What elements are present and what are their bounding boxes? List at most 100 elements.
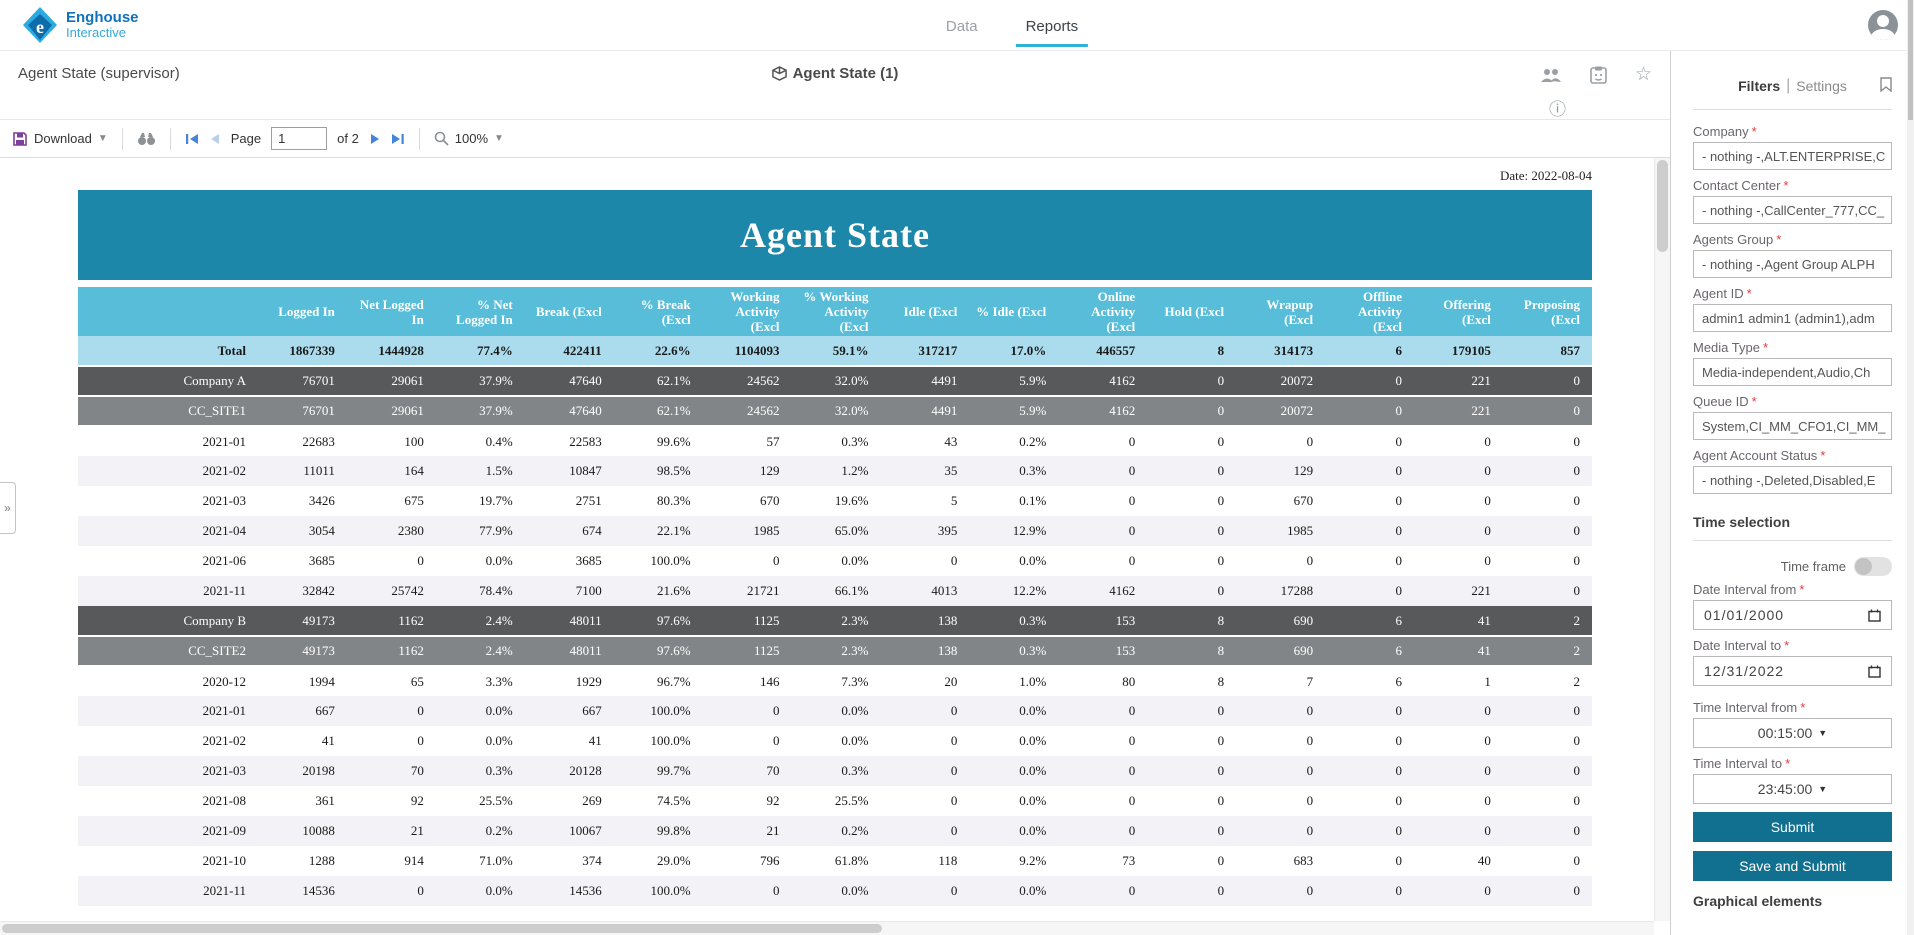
user-avatar-icon[interactable] bbox=[1868, 10, 1898, 40]
table-cell: 77.9% bbox=[435, 516, 525, 546]
table-cell: 667 bbox=[524, 696, 614, 726]
next-page-button[interactable] bbox=[369, 133, 381, 145]
company-input[interactable]: - nothing -,ALT.ENTERPRISE,C bbox=[1693, 142, 1892, 170]
table-cell: 37.9% bbox=[435, 366, 525, 397]
page-scrollbar[interactable] bbox=[1907, 0, 1914, 935]
collapse-filters-button[interactable] bbox=[1670, 463, 1671, 529]
table-cell: 20072 bbox=[1236, 366, 1326, 397]
date-from-input[interactable]: 01/01/2000 bbox=[1693, 600, 1892, 630]
time-from-select[interactable]: 00:15:00 ▼ bbox=[1693, 718, 1892, 748]
time-to-select[interactable]: 23:45:00 ▼ bbox=[1693, 774, 1892, 804]
row-label: Company B bbox=[78, 606, 258, 637]
previous-page-button[interactable] bbox=[209, 133, 221, 145]
table-cell: 0 bbox=[1484, 433, 1491, 449]
time-interval-to-field: Time Interval to * 23:45:00 ▼ bbox=[1693, 756, 1892, 804]
table-cell: 11011 bbox=[258, 456, 347, 486]
clipboard-icon[interactable] bbox=[1590, 66, 1607, 84]
filters-tab[interactable]: Filters bbox=[1738, 78, 1781, 94]
table-cell: 0.0% bbox=[435, 696, 525, 726]
table-cell: 129 bbox=[1236, 456, 1326, 486]
table-cell: 0 bbox=[1147, 756, 1237, 786]
table-row: CC_SITE1 76701 29061 37.9% 47640 62.1% 24562 32… bbox=[78, 396, 1592, 427]
table-row: 2021-08 361 92 25.5% 269 74.5% 92 25.5% 0 0.0% 0 0 0… bbox=[78, 786, 1592, 816]
last-page-button[interactable] bbox=[391, 133, 405, 145]
table-cell: 97.6% bbox=[613, 606, 703, 637]
main-tabs: Data Reports bbox=[940, 0, 1088, 51]
agent-id-input[interactable]: admin1 admin1 (admin1),adm bbox=[1693, 304, 1892, 332]
table-cell: 41 bbox=[321, 733, 335, 748]
table-cell: 138 bbox=[880, 606, 970, 637]
report-horizontal-scrollbar[interactable] bbox=[0, 921, 1654, 935]
submit-button[interactable]: Submit bbox=[1693, 812, 1892, 842]
report-vertical-scrollbar[interactable] bbox=[1654, 158, 1670, 921]
report-date: Date: 2022-08-04 bbox=[1499, 168, 1592, 183]
contact-center-input[interactable]: - nothing -,CallCenter_777,CC_ bbox=[1693, 196, 1892, 224]
info-icon[interactable]: ⓘ bbox=[1549, 100, 1566, 119]
table-cell: 0 bbox=[1484, 553, 1491, 568]
table-cell: 0 bbox=[950, 553, 958, 568]
download-button[interactable]: Download ▼ bbox=[12, 131, 108, 147]
table-cell: 0 bbox=[1236, 876, 1326, 906]
field-label: Date Interval from * bbox=[1693, 582, 1805, 597]
agent-account-status-input[interactable]: - nothing -,Deleted,Disabled,E bbox=[1693, 466, 1892, 494]
table-cell: 0 bbox=[880, 816, 970, 846]
table-cell: 0 bbox=[1395, 793, 1402, 808]
tab-data[interactable]: Data bbox=[945, 18, 978, 35]
agents-group-input[interactable]: - nothing -,Agent Group ALPH bbox=[1693, 250, 1892, 278]
table-cell: 100.0% bbox=[650, 733, 691, 748]
scrollbar-thumb[interactable] bbox=[1657, 160, 1668, 252]
table-cell: 146 bbox=[760, 673, 780, 689]
row-label: Company A bbox=[78, 366, 258, 397]
table-cell: 32.0% bbox=[791, 366, 881, 397]
table-cell: 1162 bbox=[346, 606, 436, 637]
table-cell: 0 bbox=[1502, 516, 1592, 546]
table-cell: 446557 bbox=[1058, 336, 1148, 367]
zoom-control[interactable]: 100% ▼ bbox=[434, 131, 504, 146]
table-cell: 796 bbox=[760, 853, 780, 868]
table-cell: 153 bbox=[1058, 606, 1148, 637]
search-binoculars-icon[interactable] bbox=[137, 132, 156, 146]
table-cell: 0.3% bbox=[841, 433, 869, 449]
bookmark-icon[interactable] bbox=[1880, 77, 1892, 97]
table-cell: 164 bbox=[346, 456, 436, 486]
tab-reports[interactable]: Reports bbox=[1015, 4, 1088, 47]
table-cell: 4013 bbox=[880, 576, 970, 606]
table-cell: 0 bbox=[1236, 816, 1326, 846]
table-cell: 2 bbox=[1502, 606, 1592, 637]
table-cell: 675 bbox=[404, 493, 424, 508]
time-frame-toggle[interactable] bbox=[1854, 557, 1892, 576]
table-cell: 21 bbox=[346, 816, 436, 846]
expand-left-panel-button[interactable]: » bbox=[0, 482, 16, 534]
row-label: 2021-03 bbox=[78, 756, 258, 786]
table-cell: 0 bbox=[1325, 366, 1414, 397]
table-cell: 0 bbox=[702, 696, 792, 726]
table-row: 2020-12 1994 65 3.3% 1929 96.7% 146 7.3% 20 1.0% 8… bbox=[78, 666, 1592, 696]
table-cell: 37.9% bbox=[435, 396, 525, 427]
table-cell: 0 bbox=[702, 876, 792, 906]
save-and-submit-button[interactable]: Save and Submit bbox=[1693, 851, 1892, 881]
table-cell: 48011 bbox=[524, 636, 614, 667]
scrollbar-thumb[interactable] bbox=[1908, 0, 1913, 120]
media-type-input[interactable]: Media-independent,Audio,Ch bbox=[1693, 358, 1892, 386]
table-cell: 1985 bbox=[1236, 516, 1326, 546]
column-header: Working Activity (Excl bbox=[702, 287, 792, 336]
table-cell: 1994 bbox=[308, 673, 335, 689]
queue-id-input[interactable]: System,CI_MM_CFO1,CI_MM_ bbox=[1693, 412, 1892, 440]
people-icon[interactable] bbox=[1540, 66, 1562, 84]
column-header: % Idle (Excl bbox=[969, 287, 1059, 336]
table-cell: 0 bbox=[1484, 793, 1491, 808]
star-icon[interactable]: ☆ bbox=[1634, 64, 1652, 85]
report-tab-label[interactable]: Agent State (1) bbox=[0, 65, 1670, 82]
report-title: Agent State bbox=[740, 215, 930, 255]
first-page-button[interactable] bbox=[185, 133, 199, 145]
page-number-input[interactable] bbox=[271, 127, 328, 150]
calendar-icon bbox=[1868, 609, 1881, 622]
page-label: Page bbox=[230, 131, 262, 146]
table-cell: 0 bbox=[1573, 853, 1581, 868]
date-to-input[interactable]: 12/31/2022 bbox=[1693, 656, 1892, 686]
table-cell: 43 bbox=[944, 433, 958, 449]
table-cell: 0.1% bbox=[1019, 493, 1047, 508]
scrollbar-thumb[interactable] bbox=[2, 924, 882, 933]
settings-tab[interactable]: Settings bbox=[1796, 78, 1847, 94]
table-cell: 4491 bbox=[880, 366, 970, 397]
